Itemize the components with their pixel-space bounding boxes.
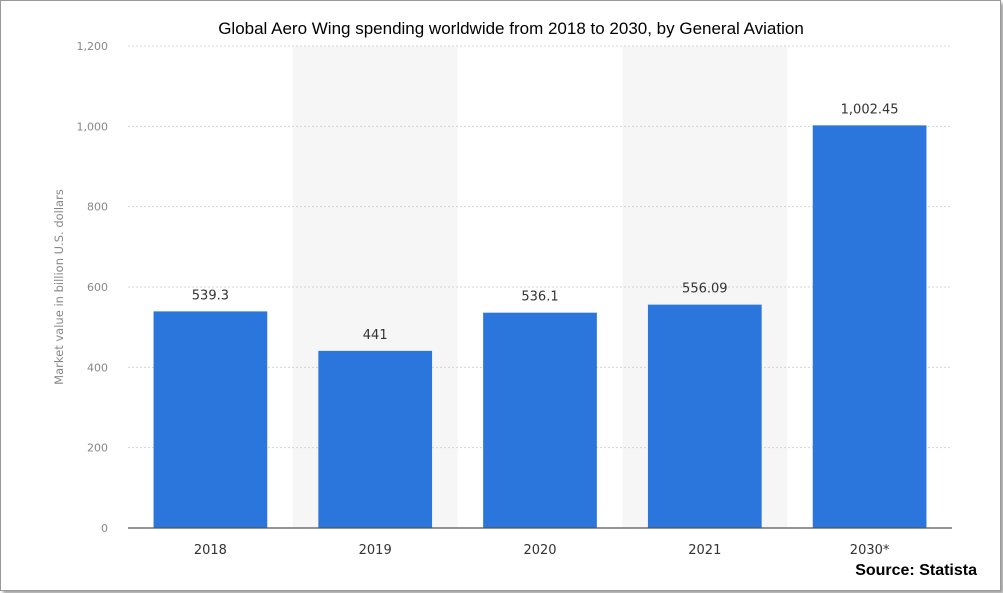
x-tick-label: 2021 bbox=[688, 543, 721, 558]
data-label: 556.09 bbox=[682, 282, 728, 297]
y-tick-label: 0 bbox=[101, 522, 108, 535]
y-tick-label: 600 bbox=[87, 281, 108, 294]
y-tick-label: 800 bbox=[87, 201, 108, 214]
bar bbox=[647, 304, 762, 528]
data-label: 441 bbox=[363, 328, 388, 343]
x-tick-label: 2019 bbox=[359, 543, 392, 558]
data-labels: 539.3 441 536.1 556.09 1,002.45 bbox=[192, 102, 899, 343]
y-tick-label: 1,200 bbox=[77, 40, 109, 53]
data-label: 539.3 bbox=[192, 288, 229, 303]
bar bbox=[483, 312, 597, 528]
bar bbox=[153, 311, 268, 528]
y-axis-label: Market value in billion U.S. dollars bbox=[52, 189, 66, 385]
y-tick-label: 200 bbox=[87, 442, 108, 455]
data-label: 536.1 bbox=[521, 290, 558, 305]
x-tick-label: 2030* bbox=[850, 543, 890, 558]
y-tick-label: 400 bbox=[87, 361, 108, 374]
x-tick-label: 2018 bbox=[194, 543, 227, 558]
x-tick-label: 2020 bbox=[523, 543, 556, 558]
bar bbox=[318, 350, 433, 528]
bars bbox=[153, 125, 927, 529]
x-axis-ticks: 2018 2019 2020 2021 2030* bbox=[194, 543, 890, 558]
chart-title: Global Aero Wing spending worldwide from… bbox=[218, 19, 804, 38]
y-tick-label: 1,000 bbox=[77, 120, 109, 133]
bar bbox=[812, 125, 927, 529]
source-note: Source: Statista bbox=[855, 562, 977, 579]
y-axis-ticks: 0 200 400 600 800 1,000 1,200 bbox=[77, 40, 109, 535]
data-label: 1,002.45 bbox=[841, 102, 899, 117]
